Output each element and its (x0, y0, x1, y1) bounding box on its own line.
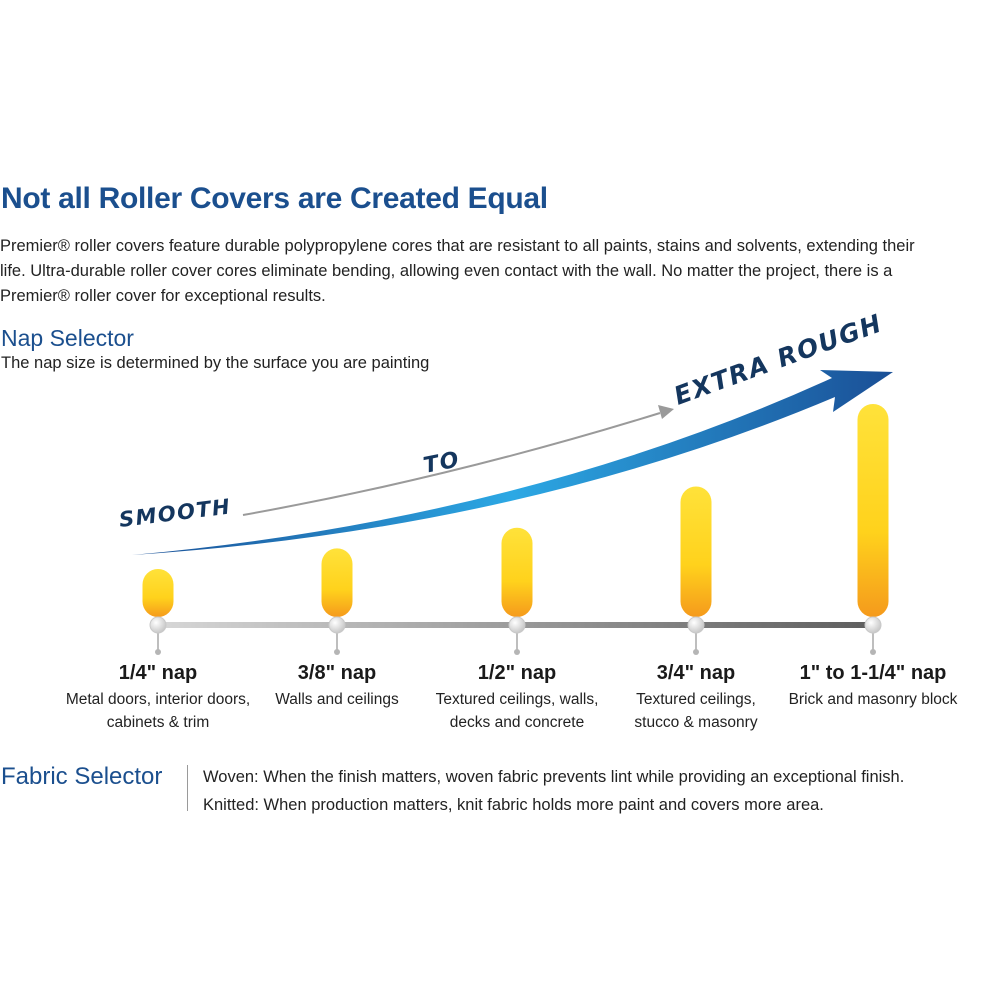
nap-bar (501, 527, 533, 617)
nap-label: 3/4" nap (656, 662, 736, 684)
nap-stem-dot (514, 649, 520, 655)
fabric-woven-text: Woven: When the finish matters, woven fa… (203, 768, 905, 786)
nap-description-line: Textured ceilings, (636, 691, 756, 708)
guide-arrow-line (242, 412, 661, 516)
nap-stem-dot (334, 649, 340, 655)
nap-description: Metal doors, interior doors, cabinets & t… (38, 688, 278, 734)
nap-bar (857, 404, 889, 617)
intro-line: Premier® roller covers feature durable p… (0, 237, 915, 255)
nap-selector-subheading: The nap size is determined by the surfac… (1, 354, 430, 372)
nap-bars (142, 404, 889, 655)
nap-description: Brick and masonry block (753, 688, 993, 711)
nap-knob (687, 616, 705, 634)
nap-description-line: Textured ceilings, walls, (435, 691, 599, 708)
nap-stem-dot (870, 649, 876, 655)
intro-paragraph: Premier® roller covers feature durable p… (0, 234, 1000, 309)
nap-label: 1/2" nap (477, 662, 557, 684)
intro-line: life. Ultra-durable roller cover cores e… (0, 262, 893, 280)
nap-description-line: Metal doors, interior doors, (65, 691, 251, 708)
nap-description-line: Walls and ceilings (275, 691, 399, 708)
intro-line: Premier® roller cover for exceptional re… (0, 287, 326, 305)
nap-knob (864, 616, 882, 634)
nap-description-line: decks and concrete (449, 714, 585, 731)
nap-knob (149, 616, 167, 634)
nap-description: Walls and ceilings (217, 688, 457, 711)
nap-description: Textured ceilings, walls, decks and concr… (397, 688, 637, 734)
arrow-word-to: TO (421, 447, 462, 479)
nap-stem-dot (693, 649, 699, 655)
page-title: Not all Roller Covers are Created Equal (1, 182, 548, 215)
nap-description: Textured ceilings, stucco & masonry (576, 688, 816, 734)
nap-bar (142, 569, 174, 617)
fabric-divider (187, 765, 188, 811)
nap-description-line: Brick and masonry block (788, 691, 958, 708)
fabric-knitted-text: Knitted: When production matters, knit f… (203, 796, 824, 814)
fabric-selector-heading: Fabric Selector (1, 763, 163, 790)
nap-description-line: cabinets & trim (106, 714, 210, 731)
nap-label: 3/8" nap (297, 662, 377, 684)
nap-knob (508, 616, 526, 634)
fabric-descriptions: Woven: When the finish matters, woven fa… (203, 763, 1000, 819)
smooth-to-rough-arrow (132, 370, 893, 555)
nap-bar (680, 486, 712, 617)
nap-knob (328, 616, 346, 634)
nap-stem-dot (155, 649, 161, 655)
nap-bar (321, 548, 353, 617)
guide-arrow-head (658, 405, 674, 419)
nap-selector-heading: Nap Selector (1, 325, 134, 351)
nap-description-line: stucco & masonry (634, 714, 758, 731)
nap-label: 1" to 1-1/4" nap (799, 662, 947, 684)
nap-label: 1/4" nap (118, 662, 198, 684)
arrow-word-smooth: SMOOTH (118, 494, 233, 532)
